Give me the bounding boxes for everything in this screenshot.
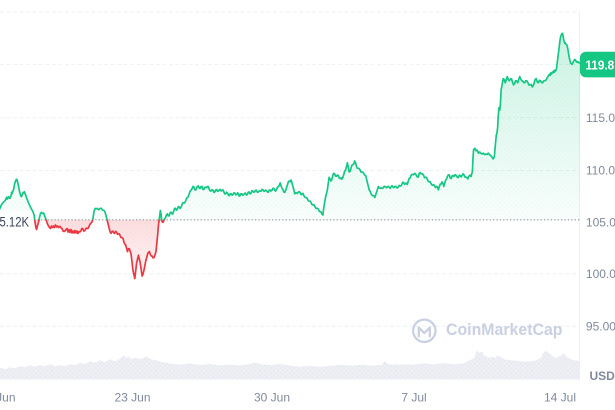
svg-text:7 Jul: 7 Jul	[401, 390, 426, 404]
svg-text:105.0: 105.0	[586, 215, 615, 229]
svg-text:30 Jun: 30 Jun	[254, 390, 290, 404]
svg-text:CoinMarketCap: CoinMarketCap	[446, 320, 563, 339]
svg-text:USD: USD	[590, 369, 615, 383]
svg-text:100.0: 100.0	[586, 267, 615, 281]
svg-text:119.8: 119.8	[585, 58, 614, 73]
svg-text:23 Jun: 23 Jun	[114, 390, 150, 404]
svg-text:5.12K: 5.12K	[0, 214, 29, 229]
svg-text:110.0: 110.0	[586, 164, 615, 178]
svg-text:115.0: 115.0	[586, 111, 615, 125]
svg-text:95.00: 95.00	[586, 320, 615, 334]
svg-text:14 Jul: 14 Jul	[544, 390, 576, 404]
svg-text:16 Jun: 16 Jun	[0, 390, 16, 404]
